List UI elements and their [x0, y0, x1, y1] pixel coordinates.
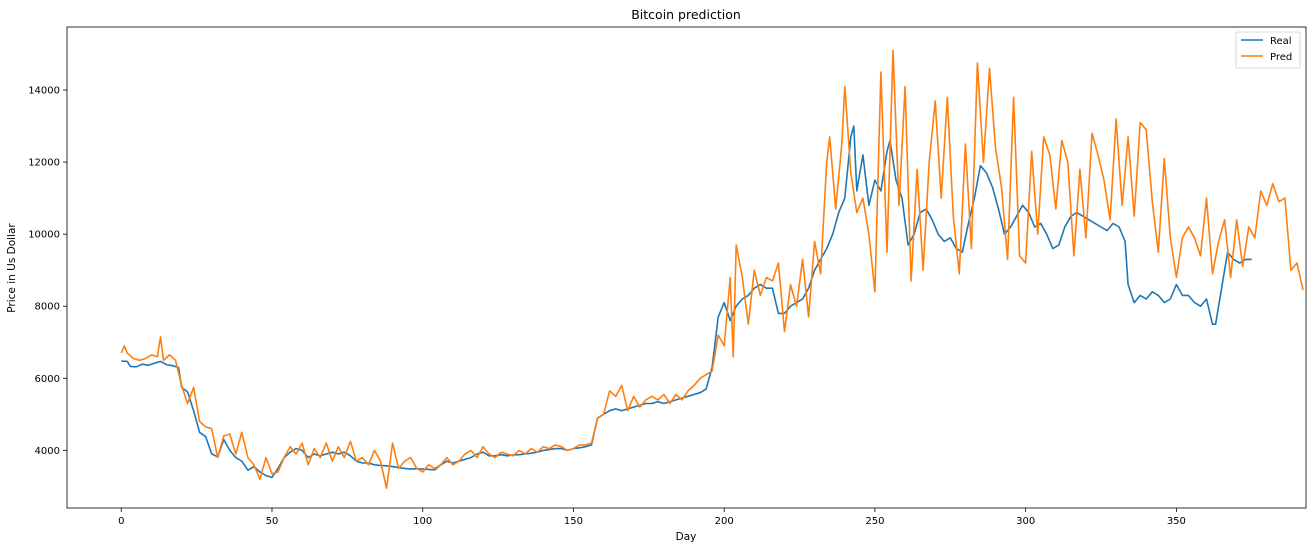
x-axis: 0 50 100 150 200 250 300 350	[118, 508, 1186, 527]
y-tick-label: 6000	[35, 374, 60, 385]
y-tick-label: 12000	[28, 158, 60, 169]
x-tick-label: 50	[266, 516, 279, 527]
x-axis-label: Day	[676, 531, 697, 543]
plot-area-frame	[66, 26, 1307, 509]
y-tick-label: 8000	[35, 302, 60, 313]
legend: Real Pred	[1235, 31, 1301, 69]
x-tick-label: 150	[564, 516, 583, 527]
legend-entry-real: Real	[1270, 36, 1292, 47]
y-tick-label: 10000	[28, 230, 60, 241]
legend-box	[1235, 31, 1301, 69]
y-tick-label: 14000	[28, 86, 60, 97]
legend-entry-pred: Pred	[1270, 52, 1292, 63]
x-tick-label: 200	[715, 516, 734, 527]
series-line-pred	[120, 49, 1304, 490]
series-layer	[120, 49, 1304, 490]
x-tick-label: 350	[1167, 516, 1186, 527]
series-line-real	[121, 125, 1252, 479]
chart-title: Bitcoin prediction	[631, 7, 741, 22]
y-axis: 4000 6000 8000 10000 12000 14000	[28, 86, 67, 457]
y-axis-label: Price in Us Dollar	[6, 223, 18, 313]
x-tick-label: 100	[413, 516, 432, 527]
x-tick-label: 300	[1016, 516, 1035, 527]
y-tick-label: 4000	[35, 446, 60, 457]
x-tick-label: 250	[865, 516, 884, 527]
x-tick-label: 0	[118, 516, 124, 527]
